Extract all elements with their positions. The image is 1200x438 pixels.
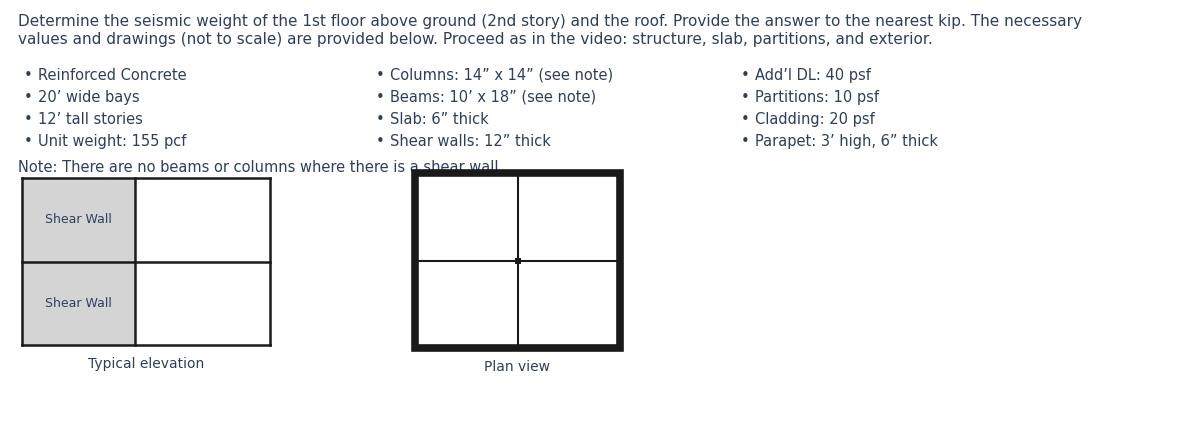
Text: •: • [376, 112, 385, 127]
Text: Shear Wall: Shear Wall [44, 297, 112, 310]
Text: Columns: 14” x 14” (see note): Columns: 14” x 14” (see note) [390, 68, 613, 83]
Text: Note: There are no beams or columns where there is a shear wall.: Note: There are no beams or columns wher… [18, 160, 503, 175]
Bar [415, 173, 620, 348]
Text: •: • [376, 90, 385, 105]
Text: Add’l DL: 40 psf: Add’l DL: 40 psf [755, 68, 871, 83]
Text: Shear walls: 12” thick: Shear walls: 12” thick [390, 134, 551, 149]
Bar [412, 345, 418, 351]
Text: Typical elevation: Typical elevation [88, 357, 204, 371]
Text: Slab: 6” thick: Slab: 6” thick [390, 112, 488, 127]
Text: •: • [742, 90, 750, 105]
Text: •: • [376, 68, 385, 83]
Text: Plan view: Plan view [485, 360, 551, 374]
Text: •: • [24, 134, 32, 149]
Text: •: • [24, 112, 32, 127]
Text: values and drawings (not to scale) are provided below. Proceed as in the video: : values and drawings (not to scale) are p… [18, 32, 932, 47]
Text: •: • [24, 90, 32, 105]
Bar [617, 345, 623, 351]
Text: Cladding: 20 psf: Cladding: 20 psf [755, 112, 875, 127]
Text: Partitions: 10 psf: Partitions: 10 psf [755, 90, 878, 105]
Text: 20’ wide bays: 20’ wide bays [38, 90, 139, 105]
Text: •: • [742, 112, 750, 127]
Bar [415, 173, 620, 348]
Text: Reinforced Concrete: Reinforced Concrete [38, 68, 187, 83]
Bar [617, 170, 623, 176]
Text: Determine the seismic weight of the 1st floor above ground (2nd story) and the r: Determine the seismic weight of the 1st … [18, 14, 1082, 29]
Bar [22, 261, 134, 345]
Text: •: • [742, 134, 750, 149]
Bar [22, 178, 134, 261]
Bar [515, 345, 521, 351]
Text: 12’ tall stories: 12’ tall stories [38, 112, 143, 127]
Bar [515, 258, 521, 264]
Text: •: • [742, 68, 750, 83]
Text: Parapet: 3’ high, 6” thick: Parapet: 3’ high, 6” thick [755, 134, 938, 149]
Text: •: • [24, 68, 32, 83]
Text: •: • [376, 134, 385, 149]
Text: Shear Wall: Shear Wall [44, 213, 112, 226]
Text: Unit weight: 155 pcf: Unit weight: 155 pcf [38, 134, 186, 149]
Text: Beams: 10’ x 18” (see note): Beams: 10’ x 18” (see note) [390, 90, 596, 105]
